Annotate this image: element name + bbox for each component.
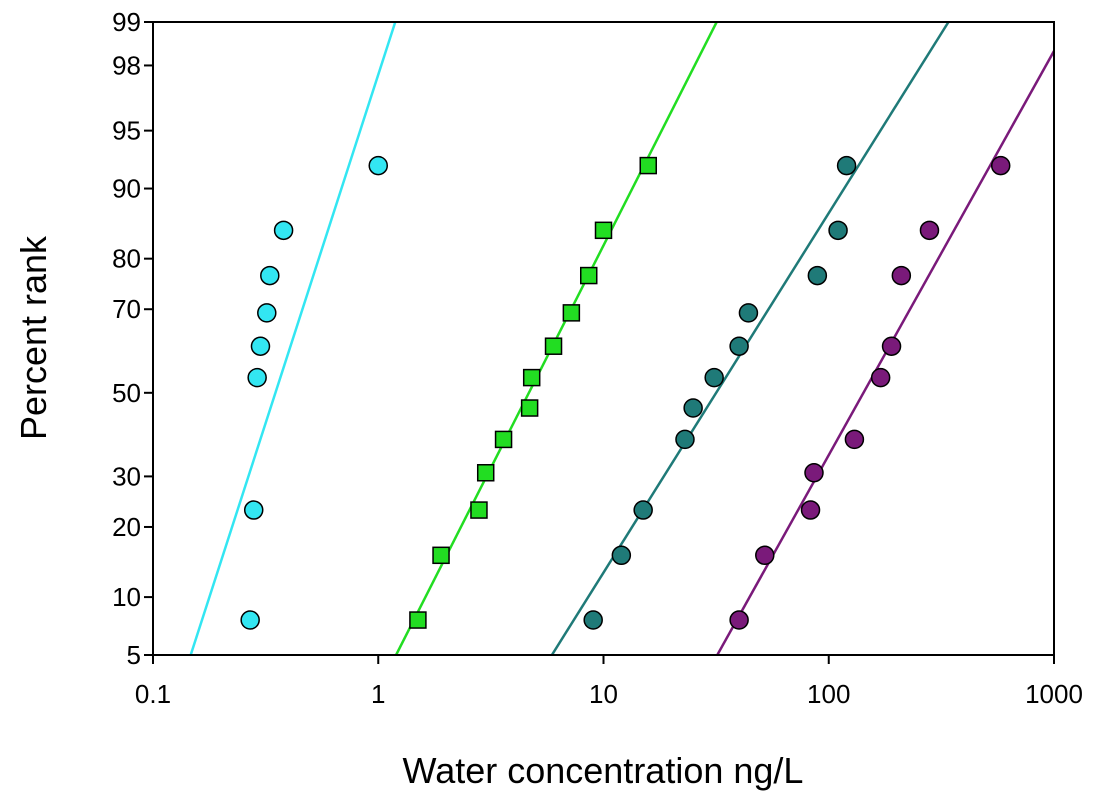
y-tick-label: 5 bbox=[127, 640, 141, 670]
y-tick-label: 10 bbox=[112, 582, 141, 612]
data-point-series-3 bbox=[633, 500, 653, 520]
data-point-series-2 bbox=[639, 156, 657, 175]
data-point-series-2 bbox=[476, 464, 495, 482]
data-point-series-1 bbox=[250, 336, 271, 356]
y-tick-label: 90 bbox=[112, 174, 141, 204]
y-tick-label: 50 bbox=[112, 378, 141, 408]
data-point-series-4 bbox=[844, 429, 865, 450]
data-point-series-4 bbox=[804, 463, 824, 483]
data-point-series-1 bbox=[257, 303, 277, 323]
data-point-series-2 bbox=[522, 368, 541, 387]
data-point-series-3 bbox=[807, 265, 828, 286]
data-point-series-2 bbox=[494, 430, 513, 449]
data-point-series-3 bbox=[683, 398, 703, 418]
data-point-series-4 bbox=[870, 367, 891, 388]
y-tick-label: 20 bbox=[112, 512, 141, 542]
data-point-series-4 bbox=[800, 500, 821, 520]
data-point-series-4 bbox=[755, 545, 775, 566]
data-point-series-3 bbox=[828, 220, 848, 241]
data-point-series-2 bbox=[432, 546, 450, 565]
fit-line-series-1 bbox=[189, 22, 397, 655]
x-tick-label: 10 bbox=[589, 679, 618, 709]
y-tick-label: 80 bbox=[112, 244, 141, 274]
data-point-series-3 bbox=[729, 336, 749, 356]
data-point-series-4 bbox=[881, 336, 902, 356]
x-axis-title: Water concentration ng/L bbox=[403, 750, 804, 791]
y-tick-label: 30 bbox=[112, 461, 141, 491]
data-point-series-2 bbox=[594, 221, 613, 240]
data-point-series-2 bbox=[520, 399, 539, 417]
y-axis-title: Percent rank bbox=[13, 235, 54, 440]
data-point-series-1 bbox=[273, 220, 294, 241]
data-point-series-2 bbox=[470, 501, 488, 519]
data-point-series-3 bbox=[675, 429, 695, 450]
data-point-series-1 bbox=[240, 610, 260, 630]
x-tick-label: 1 bbox=[371, 679, 385, 709]
x-axis: 0.1 1 10 100 1000 bbox=[135, 655, 1083, 709]
y-tick-label: 95 bbox=[112, 116, 141, 146]
data-point-series-4 bbox=[919, 220, 940, 241]
y-tick-label: 70 bbox=[112, 294, 141, 324]
y-tick-label: 99 bbox=[112, 7, 141, 37]
data-point-series-3 bbox=[738, 303, 759, 323]
plot-frame bbox=[152, 21, 1055, 656]
y-axis: 5 10 20 30 50 70 80 90 95 98 99 bbox=[112, 7, 153, 670]
data-point-series-1 bbox=[368, 155, 388, 176]
data-point-series-2 bbox=[562, 304, 581, 322]
data-point-series-3 bbox=[704, 367, 724, 388]
data-markers bbox=[240, 155, 1011, 630]
x-tick-label: 1000 bbox=[1025, 679, 1083, 709]
data-point-series-4 bbox=[990, 155, 1011, 176]
data-point-series-3 bbox=[836, 155, 857, 176]
x-tick-label: 100 bbox=[807, 679, 850, 709]
data-point-series-2 bbox=[409, 611, 427, 629]
data-point-series-4 bbox=[891, 265, 912, 286]
data-point-series-4 bbox=[729, 610, 749, 630]
y-tick-label: 98 bbox=[112, 50, 141, 80]
data-point-series-3 bbox=[611, 545, 632, 566]
data-point-series-1 bbox=[247, 367, 267, 388]
data-point-series-2 bbox=[579, 266, 598, 285]
data-point-series-1 bbox=[260, 265, 280, 286]
data-point-series-1 bbox=[243, 500, 264, 520]
x-tick-label: 0.1 bbox=[135, 679, 171, 709]
data-point-series-3 bbox=[583, 610, 603, 630]
data-point-series-2 bbox=[544, 337, 563, 355]
